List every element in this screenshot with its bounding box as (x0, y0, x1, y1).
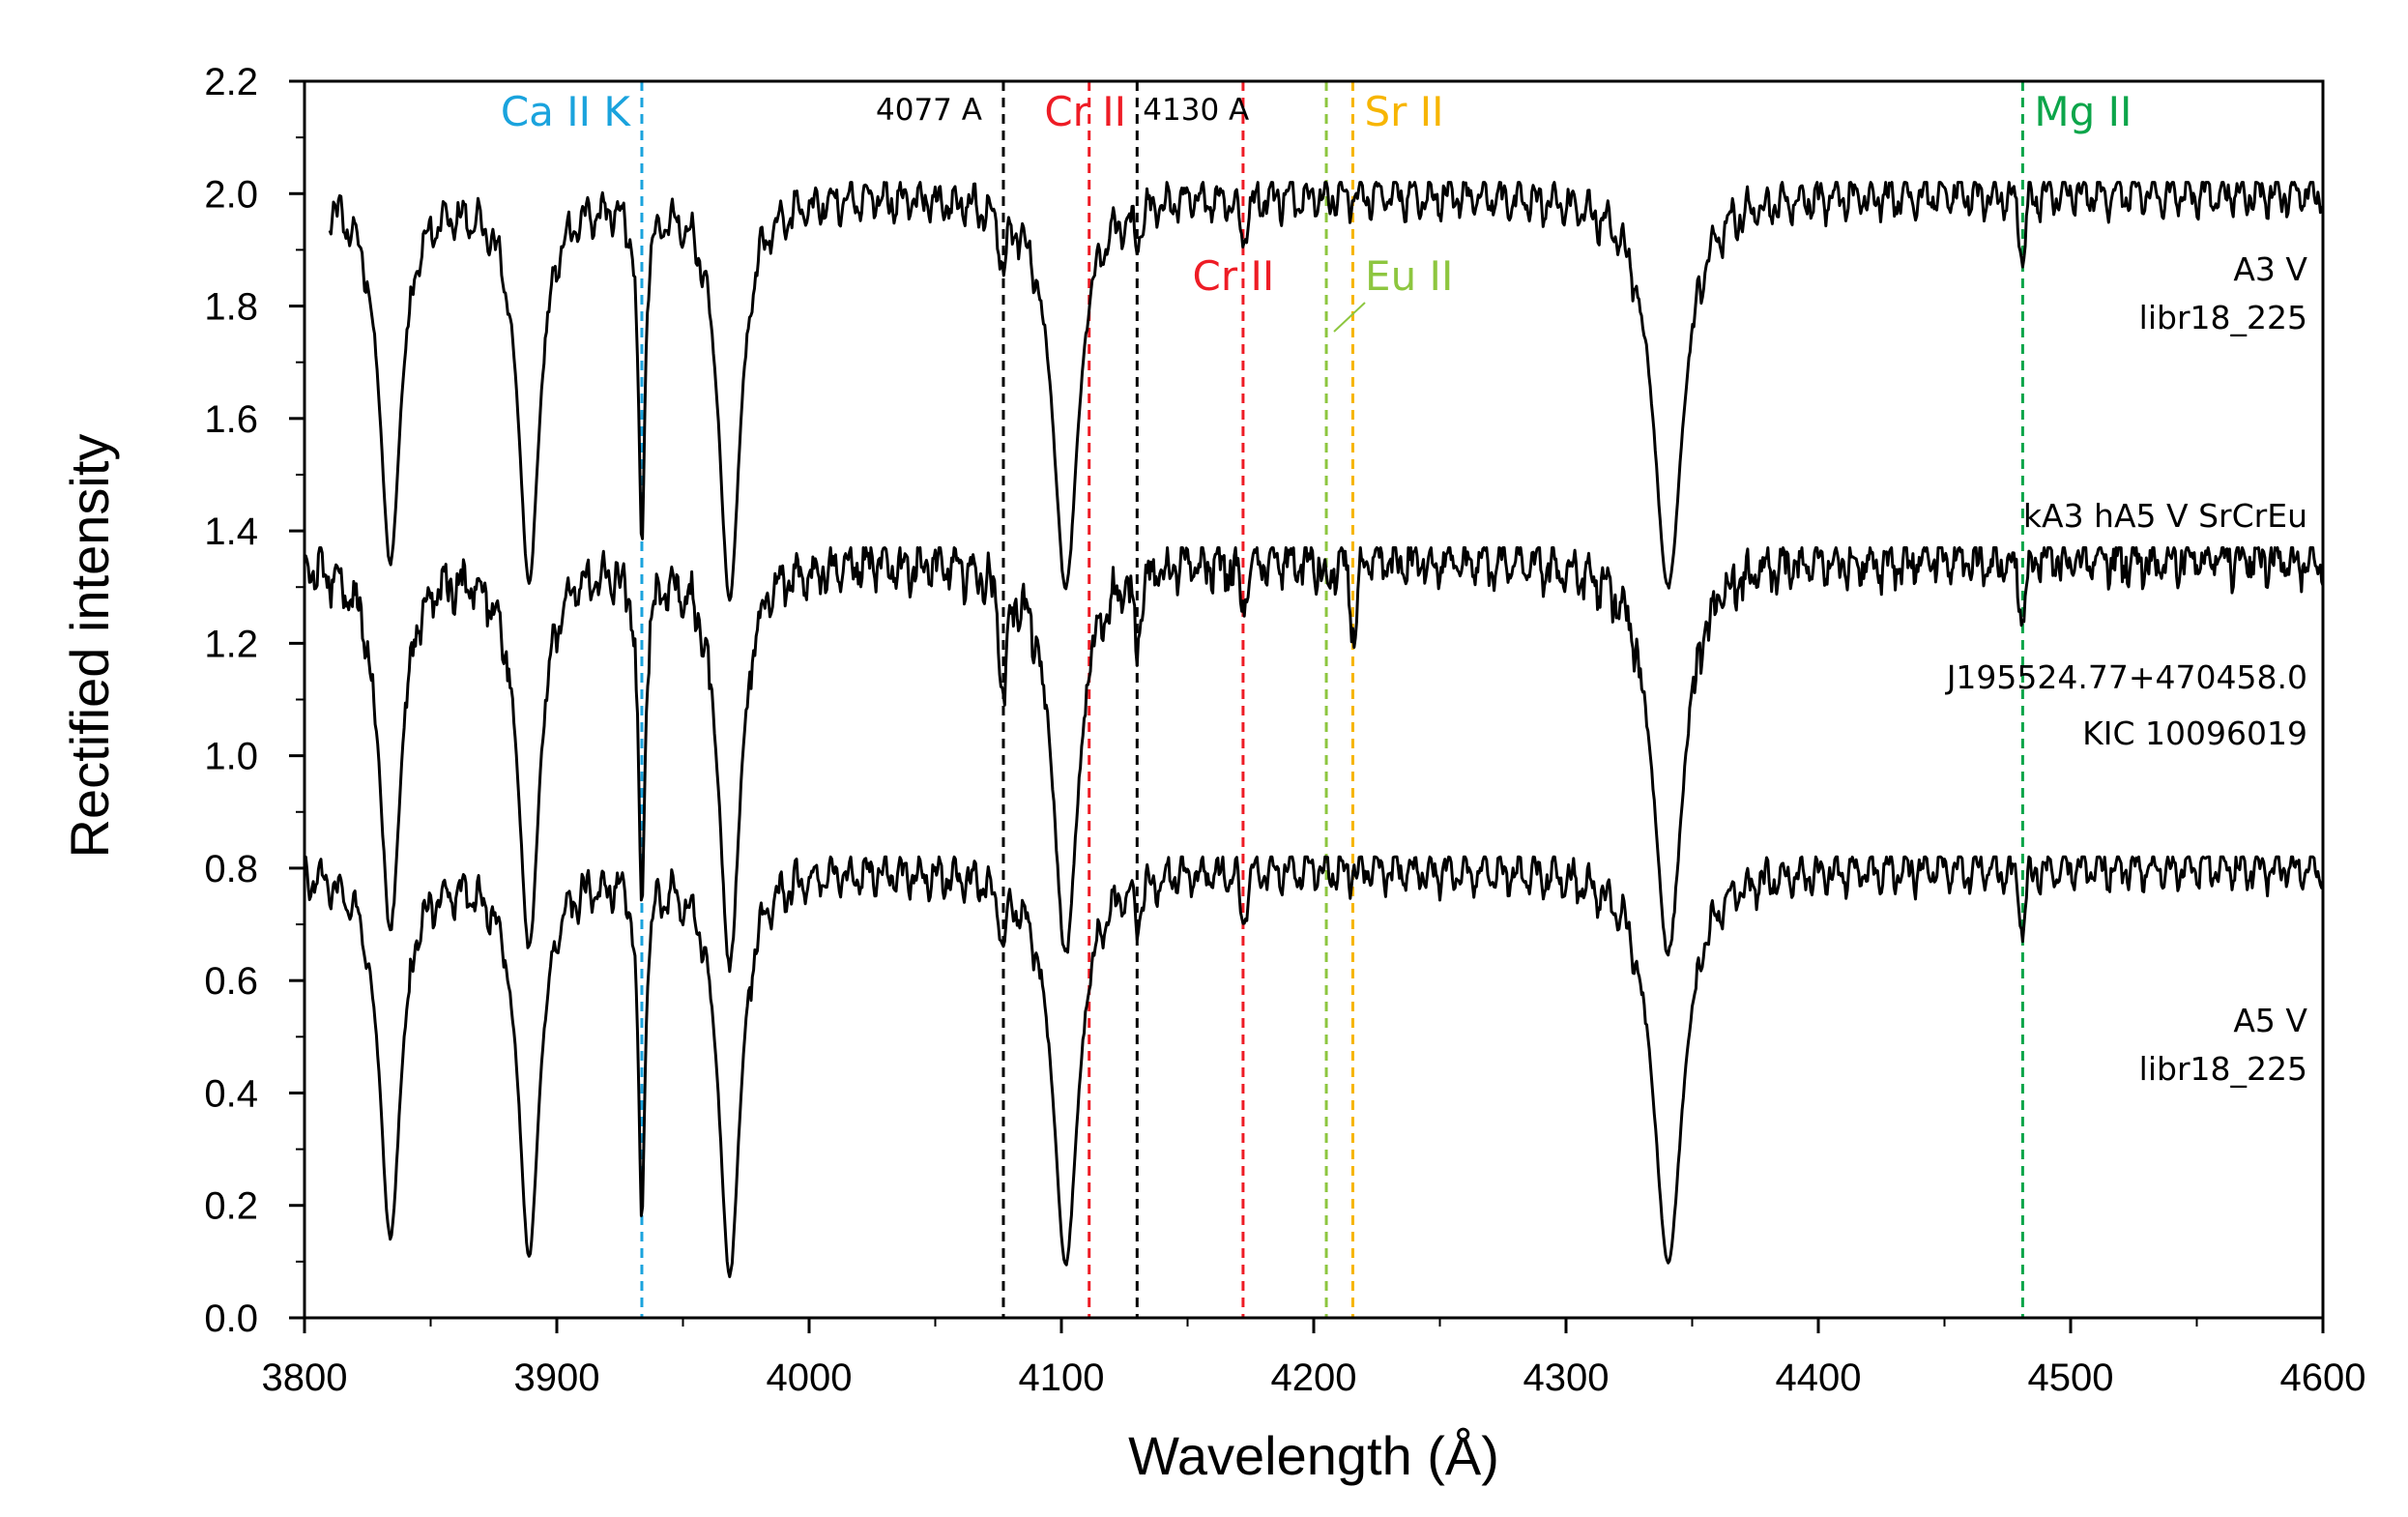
bottom-spectrum-type: A5 V (2233, 1002, 2307, 1039)
y-tick-label: 2.0 (204, 173, 258, 216)
y-tick-label: 0.0 (204, 1298, 258, 1340)
spectra-series (303, 181, 2325, 1278)
bottom-spectrum-source: libr18_225 (2139, 1050, 2307, 1088)
x-tick-label: 4400 (1776, 1357, 1862, 1399)
eu-ii-pointer (1333, 302, 1366, 333)
y-tick-label: 2.2 (204, 61, 258, 103)
x-tick-label: 3900 (514, 1357, 600, 1399)
marker-label: Cr II (1044, 88, 1126, 135)
x-tick-label: 4100 (1019, 1357, 1105, 1399)
y-tick-label: 1.4 (204, 511, 258, 553)
marker-label: 4077 A (876, 93, 982, 128)
x-tick-label: 4600 (2280, 1357, 2366, 1399)
marker-label: Cr II (1193, 252, 1275, 300)
y-tick-label: 1.8 (204, 286, 258, 329)
spectrum-line (304, 546, 2325, 974)
y-tick-label: 0.6 (204, 960, 258, 1003)
spectral-line-labels: Ca II K 4077 A Cr II 4130 A Cr II Eu II Sr II M… (501, 88, 2132, 300)
y-tick-label: 1.6 (204, 398, 258, 441)
x-tick-label: 4300 (1523, 1357, 1610, 1399)
y-tick-label: 0.4 (204, 1072, 258, 1115)
y-tick-label: 0.2 (204, 1185, 258, 1228)
x-tick-label: 4000 (767, 1357, 853, 1399)
y-axis-title: Rectified intensity (59, 434, 120, 859)
axis-tick-labels: 3800 3900 4000 4100 4200 4300 4400 4500 4600 0.0 0… (204, 61, 2365, 1399)
marker-label: Ca II K (501, 88, 632, 135)
axis-ticks (289, 79, 2325, 1333)
y-tick-label: 0.8 (204, 848, 258, 890)
spectral-line-markers (640, 81, 2024, 1318)
marker-label: Sr II (1364, 88, 1443, 135)
top-spectrum-type: A3 V (2233, 250, 2307, 288)
x-axis-title: Wavelength (Å) (1128, 1425, 1499, 1486)
top-spectrum-source: libr18_225 (2139, 299, 2307, 336)
marker-label: 4130 A (1143, 93, 1249, 128)
middle-spectrum-type: kA3 hA5 V SrCrEu (2023, 497, 2307, 535)
spectrum-line (303, 855, 2325, 1278)
spectrum-line (328, 181, 2324, 602)
middle-spectrum-id: J195524.77+470458.0 (1945, 658, 2307, 696)
middle-spectrum-kic: KIC 10096019 (2082, 715, 2307, 752)
x-tick-label: 3800 (262, 1357, 348, 1399)
marker-label: Mg II (2034, 88, 2132, 135)
marker-label: Eu II (1365, 252, 1453, 300)
y-tick-label: 1.0 (204, 736, 258, 778)
y-tick-label: 1.2 (204, 623, 258, 665)
x-tick-label: 4500 (2028, 1357, 2114, 1399)
x-tick-label: 4200 (1271, 1357, 1357, 1399)
